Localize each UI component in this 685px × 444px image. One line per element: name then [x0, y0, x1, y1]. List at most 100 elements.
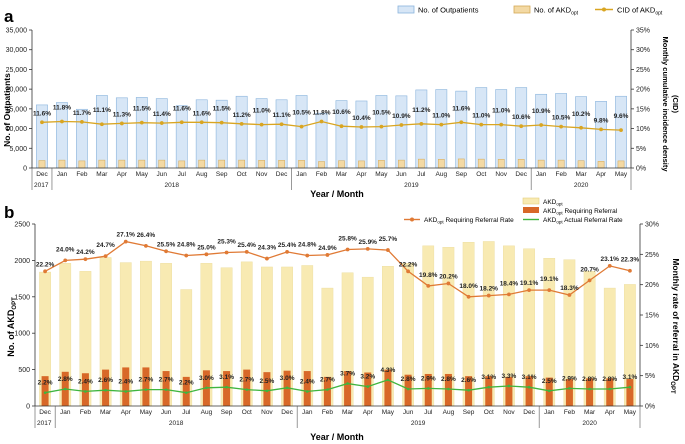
actual-rate-data-label: 2.2%	[38, 380, 53, 387]
referral-rate-point	[184, 253, 189, 258]
akd-bar	[318, 161, 325, 169]
cid-point	[239, 121, 244, 126]
panel-b-legend: AKDopt AKDopt Requiring Referral AKDopt …	[404, 197, 623, 225]
x-tick-label: Dec	[281, 409, 293, 416]
actual-rate-point	[467, 388, 470, 392]
referral-rate-point	[63, 258, 68, 263]
actual-rate-data-label: 3.3%	[502, 373, 517, 380]
x-tick-label: May	[624, 409, 637, 416]
cid-point	[499, 122, 504, 127]
akd-bar	[537, 159, 545, 169]
actual-rate-data-label: 3.7%	[340, 371, 355, 378]
outpatient-bar	[615, 95, 627, 169]
outpatient-bar	[115, 97, 128, 169]
cid-point	[479, 122, 484, 127]
outpatient-bar	[475, 87, 488, 169]
referral-rate-point	[466, 294, 471, 299]
akd-bar	[218, 159, 226, 169]
actual-rate-data-label: 3.1%	[481, 374, 496, 381]
referral-rate-data-label: 25.4%	[238, 242, 257, 249]
cid-point	[319, 119, 324, 124]
actual-rate-data-label: 2.4%	[78, 378, 93, 385]
akd-bar	[437, 159, 445, 169]
referral-rate-data-label: 25.9%	[359, 239, 378, 246]
cid-data-label: 11.0%	[253, 108, 271, 115]
actual-rate-point	[285, 386, 289, 390]
actual-rate-point	[447, 387, 450, 391]
actual-rate-data-label: 2.7%	[159, 377, 174, 384]
x-tick-label: Nov	[495, 171, 507, 178]
referral-rate-data-label: 19.1%	[540, 276, 559, 283]
x-tick-label: May	[615, 171, 628, 178]
cid-data-label: 11.5%	[133, 106, 151, 113]
panel-a-data-labels: 11.6%11.8%11.7% 11.1%11.3%11.5%11.4%11.6%…	[33, 104, 629, 124]
actual-rate-point	[84, 390, 87, 393]
referral-rate-point	[83, 257, 88, 262]
year-label: 2017	[37, 420, 52, 427]
akd-bar	[378, 160, 385, 169]
right-tick-label: 15%	[645, 313, 659, 320]
referral-rate-data-label: 25.5%	[157, 241, 176, 248]
akd-bar	[398, 159, 405, 169]
outpatient-bar	[535, 93, 548, 169]
referral-rate-point	[386, 248, 390, 252]
referral-rate-data-label: 18.2%	[480, 286, 499, 293]
referral-rate-data-label: 24.9%	[318, 245, 337, 252]
right-tick-label: 5%	[645, 373, 655, 380]
akd-bar	[418, 158, 425, 169]
outpatient-bar	[395, 95, 408, 169]
x-tick-label: Oct	[237, 171, 247, 178]
actual-rate-point	[386, 378, 390, 382]
actual-rate-data-label: 3.0%	[199, 375, 214, 382]
x-tick-label: Nov	[503, 409, 515, 416]
legend-outpatients-label: No. of Outpatients	[418, 6, 479, 15]
actual-rate-point	[346, 382, 349, 385]
panel-b-x-axis-title: Year / Month	[310, 432, 364, 442]
x-tick-label: Apr	[121, 409, 132, 416]
x-tick-label: Sep	[216, 171, 228, 178]
x-tick-label: Feb	[322, 409, 334, 416]
outpatient-bar	[595, 101, 607, 169]
x-tick-label: May	[382, 409, 395, 416]
x-tick-label: Dec	[523, 409, 535, 416]
akd-bar	[138, 159, 146, 169]
cid-point	[199, 120, 204, 125]
akd-bar	[517, 159, 525, 169]
referral-rate-data-label: 25.0%	[197, 244, 216, 251]
referral-rate-point	[547, 288, 552, 293]
cid-data-label: 11.0%	[432, 113, 450, 120]
cid-point	[419, 121, 424, 126]
left-tick-label: 25,000	[6, 67, 28, 74]
panel-a-label: a	[4, 7, 14, 26]
left-tick-label: 2000	[14, 258, 30, 265]
outpatient-bar	[235, 95, 248, 169]
cid-point	[519, 124, 524, 129]
right-tick-label: 30%	[645, 222, 659, 229]
x-tick-label: Feb	[556, 171, 568, 178]
actual-rate-data-label: 2.5%	[542, 378, 557, 385]
x-tick-label: Mar	[100, 409, 112, 416]
actual-rate-point	[205, 386, 208, 390]
cid-data-label: 11.1%	[273, 112, 291, 119]
akd-bar	[557, 159, 565, 169]
x-tick-label: May	[140, 409, 153, 416]
actual-rate-data-label: 2.8%	[602, 376, 617, 383]
right-tick-label: 25%	[645, 252, 659, 259]
legend-referral-label: AKDopt Requiring Referral	[543, 208, 618, 216]
panel-a-lines	[40, 119, 623, 133]
right-tick-label: 30%	[636, 47, 650, 54]
left-tick-label: 30,000	[6, 47, 28, 54]
actual-rate-data-label: 2.7%	[239, 377, 254, 384]
cid-point	[259, 122, 264, 127]
x-tick-label: Aug	[436, 171, 448, 178]
cid-data-label: 10.4%	[352, 115, 371, 122]
actual-rate-data-label: 3.1%	[522, 374, 537, 381]
cid-data-label: 10.6%	[512, 114, 531, 121]
actual-rate-data-label: 2.6%	[461, 377, 476, 384]
referral-rate-data-label: 25.4%	[278, 242, 297, 249]
referral-bar	[263, 372, 271, 406]
x-tick-label: Mar	[336, 171, 348, 178]
referral-rate-point	[567, 293, 572, 297]
x-tick-label: Jun	[403, 409, 414, 416]
cid-point	[159, 121, 164, 125]
